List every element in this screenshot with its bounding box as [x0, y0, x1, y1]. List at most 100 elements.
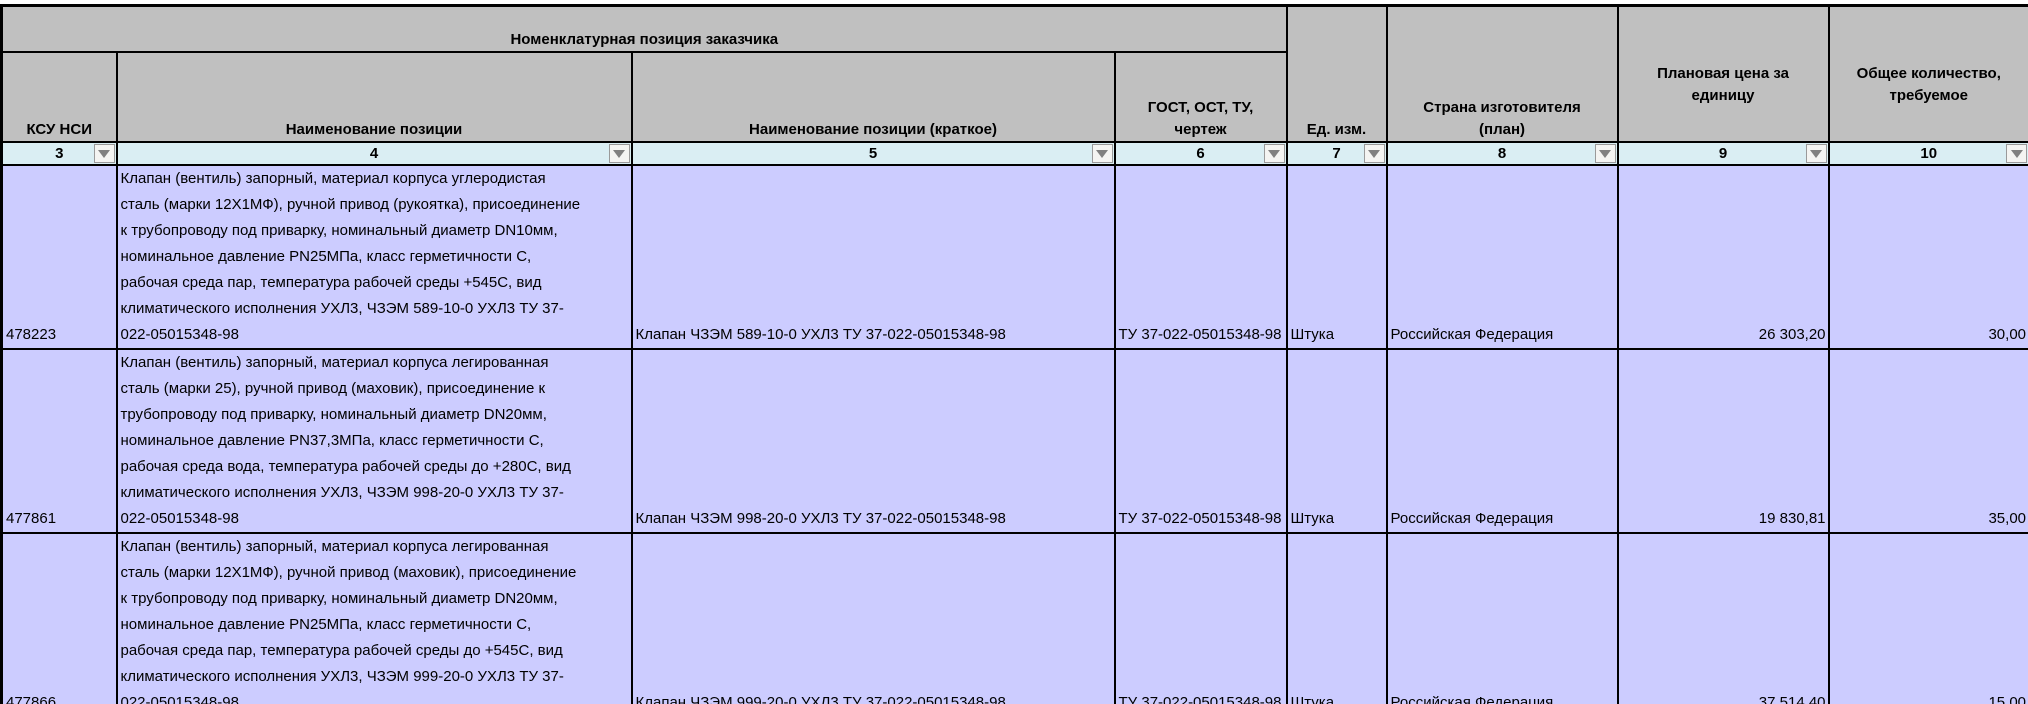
header-name: Наименование позиции: [115, 51, 633, 143]
cell-short-name[interactable]: Клапан ЧЗЭМ 998-20-0 УХЛ3 ТУ 37-022-0501…: [630, 348, 1116, 534]
qty-value: 35,00: [1988, 510, 2027, 527]
chevron-down-icon: [1810, 149, 1823, 158]
filter-dropdown-button[interactable]: [1363, 144, 1385, 163]
cell-short-name[interactable]: Клапан ЧЗЭМ 999-20-0 УХЛ3 ТУ 37-022-0501…: [630, 532, 1116, 704]
price-value: 37 514,40: [1758, 694, 1826, 704]
ksu-value: 478223: [6, 326, 57, 343]
country-value: Российская Федерация: [1390, 510, 1554, 527]
filter-dropdown-button[interactable]: [608, 144, 630, 163]
header-qty: Общее количество, требуемое: [1827, 4, 2028, 143]
filter-cell-4[interactable]: 4: [115, 141, 633, 166]
name-value: Клапан (вентиль) запорный, материал корп…: [120, 170, 581, 343]
ksu-value: 477866: [6, 694, 57, 704]
header-price: Плановая цена за единицу: [1616, 4, 1830, 143]
header-price-label: Плановая цена за единицу: [1657, 65, 1789, 104]
short-name-value: Клапан ЧЗЭМ 998-20-0 УХЛ3 ТУ 37-022-0501…: [635, 510, 1006, 527]
table-row: 477861 Клапан (вентиль) запорный, матери…: [0, 348, 2028, 534]
filter-dropdown-button[interactable]: [1594, 144, 1616, 163]
table-row: 477866 Клапан (вентиль) запорный, матери…: [0, 532, 2028, 704]
cell-unit[interactable]: Штука: [1285, 164, 1388, 350]
unit-value: Штука: [1290, 510, 1335, 527]
chevron-down-icon: [613, 149, 625, 158]
cell-ksu[interactable]: 477866: [0, 532, 118, 704]
cell-ksu[interactable]: 478223: [0, 164, 118, 350]
table-row: 478223 Клапан (вентиль) запорный, матери…: [0, 164, 2028, 350]
cell-price[interactable]: 19 830,81: [1616, 348, 1830, 534]
cell-country[interactable]: Российская Федерация: [1385, 164, 1619, 350]
name-value: Клапан (вентиль) запорный, материал корп…: [120, 538, 577, 704]
cell-gost[interactable]: ТУ 37-022-05015348-98: [1113, 532, 1288, 704]
unit-value: Штука: [1290, 694, 1335, 704]
column-number: 7: [1332, 145, 1341, 162]
column-number: 6: [1196, 145, 1205, 162]
header-gost: ГОСТ, ОСТ, ТУ, чертеж: [1113, 51, 1288, 143]
country-value: Российская Федерация: [1390, 694, 1554, 704]
cell-name[interactable]: Клапан (вентиль) запорный, материал корп…: [115, 532, 633, 704]
cell-qty[interactable]: 30,00: [1827, 164, 2028, 350]
header-unit: Ед. изм.: [1285, 4, 1388, 143]
chevron-down-icon: [1599, 149, 1612, 158]
cell-country[interactable]: Российская Федерация: [1385, 348, 1619, 534]
column-number: 9: [1718, 145, 1728, 162]
gost-value: ТУ 37-022-05015348-98: [1118, 326, 1282, 343]
ksu-value: 477861: [6, 510, 57, 527]
price-value: 19 830,81: [1758, 510, 1826, 527]
cell-unit[interactable]: Штука: [1285, 348, 1388, 534]
header-short-name: Наименование позиции (краткое): [630, 51, 1116, 143]
filter-dropdown-button[interactable]: [2006, 144, 2028, 163]
cell-short-name[interactable]: Клапан ЧЗЭМ 589-10-0 УХЛ3 ТУ 37-022-0501…: [630, 164, 1116, 350]
cell-price[interactable]: 26 303,20: [1616, 164, 1830, 350]
cell-qty[interactable]: 35,00: [1827, 348, 2028, 534]
filter-cell-3[interactable]: 3: [0, 141, 118, 166]
filter-dropdown-button[interactable]: [1091, 144, 1113, 163]
qty-value: 15,00: [1988, 694, 2027, 704]
filter-cell-7[interactable]: 7: [1285, 141, 1388, 166]
column-number: 10: [1920, 145, 1938, 162]
header-country: Страна изготовителя (план): [1385, 4, 1619, 143]
cell-name[interactable]: Клапан (вентиль) запорный, материал корп…: [115, 164, 633, 350]
filter-dropdown-button[interactable]: [1805, 144, 1827, 163]
header-ksu: КСУ НСИ: [0, 51, 118, 143]
filter-cell-10[interactable]: 10: [1827, 141, 2028, 166]
chevron-down-icon: [1096, 149, 1108, 158]
column-number: 3: [55, 145, 64, 162]
cell-name[interactable]: Клапан (вентиль) запорный, материал корп…: [115, 348, 633, 534]
column-number: 5: [868, 145, 878, 162]
short-name-value: Клапан ЧЗЭМ 999-20-0 УХЛ3 ТУ 37-022-0501…: [635, 694, 1006, 704]
spreadsheet-table: Номенклатурная позиция заказчика Ед. изм…: [0, 4, 2028, 704]
price-value: 26 303,20: [1758, 326, 1826, 343]
filter-row: 3 4 5 6 7 8 9 10: [0, 141, 2028, 166]
cell-gost[interactable]: ТУ 37-022-05015348-98: [1113, 164, 1288, 350]
header-qty-label: Общее количество, требуемое: [1856, 65, 2001, 104]
cell-ksu[interactable]: 477861: [0, 348, 118, 534]
country-value: Российская Федерация: [1390, 326, 1554, 343]
cell-price[interactable]: 37 514,40: [1616, 532, 1830, 704]
header-country-label: Страна изготовителя (план): [1423, 99, 1581, 138]
name-value: Клапан (вентиль) запорный, материал корп…: [120, 354, 571, 527]
cell-qty[interactable]: 15,00: [1827, 532, 2028, 704]
filter-cell-8[interactable]: 8: [1385, 141, 1619, 166]
header-row-columns: КСУ НСИ Наименование позиции Наименовани…: [0, 51, 2028, 143]
header-gost-label: ГОСТ, ОСТ, ТУ, чертеж: [1147, 99, 1254, 138]
gost-value: ТУ 37-022-05015348-98: [1118, 510, 1282, 527]
cell-country[interactable]: Российская Федерация: [1385, 532, 1619, 704]
unit-value: Штука: [1290, 326, 1335, 343]
cell-unit[interactable]: Штука: [1285, 532, 1388, 704]
column-number: 8: [1497, 145, 1507, 162]
group-header-label: Номенклатурная позиция заказчика: [510, 31, 779, 48]
filter-dropdown-button[interactable]: [1263, 144, 1285, 163]
group-header-cell: Номенклатурная позиция заказчика: [0, 4, 1288, 53]
filter-cell-5[interactable]: 5: [630, 141, 1116, 166]
filter-cell-6[interactable]: 6: [1113, 141, 1288, 166]
gost-value: ТУ 37-022-05015348-98: [1118, 694, 1282, 704]
short-name-value: Клапан ЧЗЭМ 589-10-0 УХЛ3 ТУ 37-022-0501…: [635, 326, 1006, 343]
filter-dropdown-button[interactable]: [93, 144, 115, 163]
chevron-down-icon: [1268, 149, 1281, 158]
header-name-label: Наименование позиции: [285, 121, 463, 138]
column-number: 4: [369, 145, 379, 162]
filter-cell-9[interactable]: 9: [1616, 141, 1830, 166]
chevron-down-icon: [1368, 149, 1381, 158]
chevron-down-icon: [2010, 149, 2023, 158]
qty-value: 30,00: [1988, 326, 2027, 343]
cell-gost[interactable]: ТУ 37-022-05015348-98: [1113, 348, 1288, 534]
